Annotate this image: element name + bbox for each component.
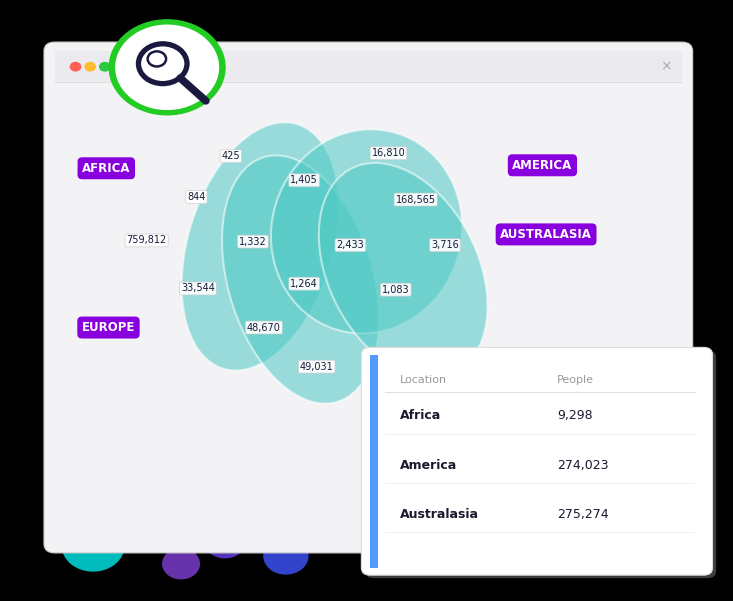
Text: AFRICA: AFRICA: [82, 162, 130, 175]
Ellipse shape: [222, 156, 379, 403]
Text: AMERICA: AMERICA: [512, 159, 572, 172]
Bar: [55, 51, 682, 82]
Circle shape: [85, 63, 95, 71]
Text: 9,298: 9,298: [557, 409, 593, 423]
Circle shape: [163, 549, 199, 579]
FancyBboxPatch shape: [44, 42, 693, 553]
Bar: [370, 355, 378, 568]
Circle shape: [70, 63, 81, 71]
Text: 16,810: 16,810: [372, 148, 405, 158]
Text: 1,083: 1,083: [382, 285, 410, 294]
Ellipse shape: [182, 123, 339, 370]
Text: 3,716: 3,716: [431, 240, 459, 250]
Text: AUSTRALASIA: AUSTRALASIA: [500, 228, 592, 241]
Text: 33,544: 33,544: [181, 284, 215, 293]
Text: ×: ×: [660, 59, 671, 74]
Circle shape: [205, 524, 246, 558]
Text: 49,031: 49,031: [300, 362, 334, 371]
Text: 168,565: 168,565: [396, 195, 435, 204]
Text: Australasia: Australasia: [399, 508, 479, 521]
Circle shape: [264, 538, 308, 574]
Ellipse shape: [271, 129, 462, 334]
Circle shape: [315, 520, 352, 550]
Text: America: America: [399, 459, 457, 472]
Text: 274,023: 274,023: [557, 459, 608, 472]
Text: 844: 844: [187, 192, 206, 202]
Text: Location: Location: [399, 375, 446, 385]
Text: 2,433: 2,433: [336, 240, 364, 250]
Text: People: People: [557, 375, 594, 385]
Text: 275,274: 275,274: [557, 508, 608, 521]
Ellipse shape: [319, 163, 487, 378]
Circle shape: [62, 520, 124, 571]
Circle shape: [116, 25, 218, 109]
Text: 425: 425: [221, 151, 240, 161]
Circle shape: [109, 20, 225, 115]
Text: 759,812: 759,812: [127, 236, 166, 245]
Circle shape: [100, 63, 110, 71]
Text: 1,405: 1,405: [290, 175, 318, 185]
Text: 1,264: 1,264: [290, 279, 318, 288]
Text: 1,332: 1,332: [239, 237, 267, 246]
Text: EUROPE: EUROPE: [82, 321, 135, 334]
FancyBboxPatch shape: [365, 350, 716, 578]
Text: 48,670: 48,670: [247, 323, 281, 332]
FancyBboxPatch shape: [361, 347, 712, 575]
Text: Africa: Africa: [399, 409, 441, 423]
